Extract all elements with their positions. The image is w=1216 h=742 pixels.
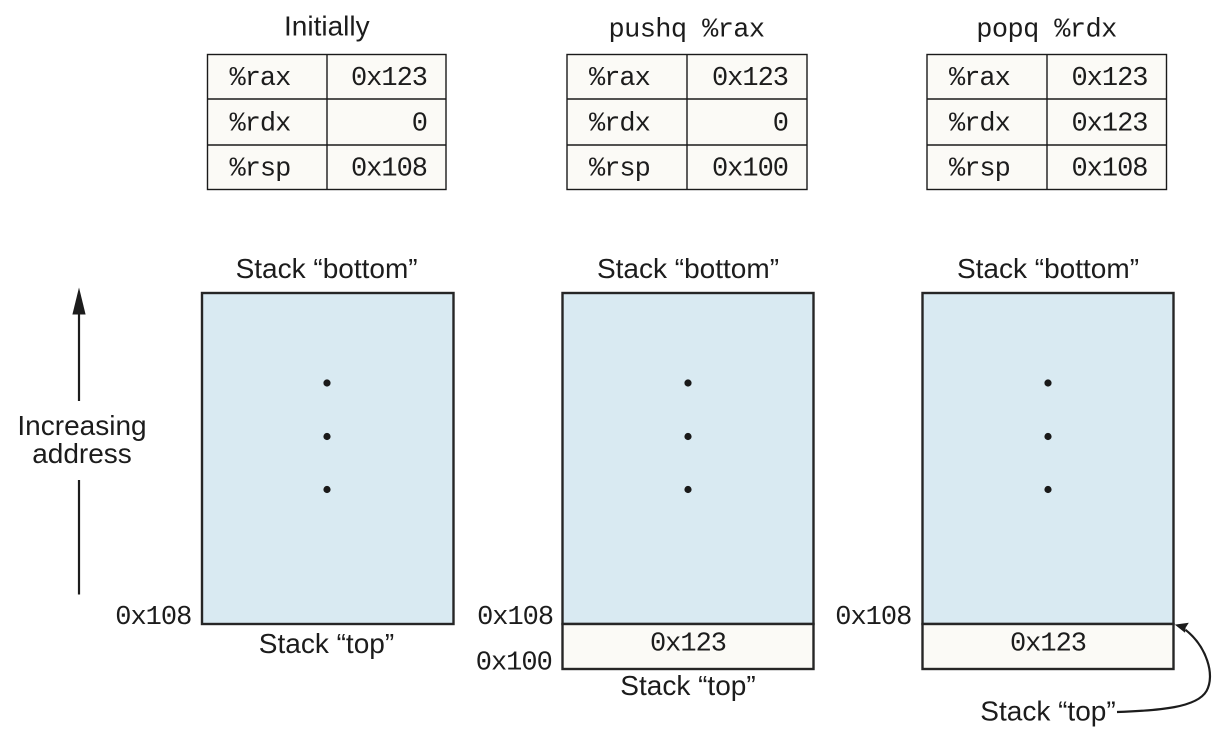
svg-text:popq %rdx: popq %rdx <box>976 15 1116 45</box>
svg-text:%rdx: %rdx <box>949 110 1010 140</box>
svg-text:0x108: 0x108 <box>1071 155 1147 185</box>
svg-text:0x123: 0x123 <box>351 64 427 94</box>
svg-text:0x108: 0x108 <box>115 603 191 633</box>
svg-text:0x123: 0x123 <box>1071 64 1147 94</box>
svg-text:0x123: 0x123 <box>650 630 726 660</box>
svg-text:0x108: 0x108 <box>477 603 553 633</box>
svg-text:0x100: 0x100 <box>712 155 788 185</box>
svg-text:0x123: 0x123 <box>1071 110 1147 140</box>
svg-text:0x108: 0x108 <box>351 155 427 185</box>
svg-text:0: 0 <box>412 110 427 140</box>
svg-text:0: 0 <box>773 110 788 140</box>
svg-text:%rax: %rax <box>949 64 1010 94</box>
svg-text:pushq %rax: pushq %rax <box>608 15 764 45</box>
svg-text:0x108: 0x108 <box>835 603 911 633</box>
svg-text:Increasing: Increasing <box>17 410 146 441</box>
svg-text:%rsp: %rsp <box>589 155 650 185</box>
svg-text:Stack “bottom”: Stack “bottom” <box>597 253 779 284</box>
svg-text:%rax: %rax <box>230 64 291 94</box>
svg-text:%rsp: %rsp <box>949 155 1010 185</box>
svg-text:%rdx: %rdx <box>230 110 291 140</box>
svg-text:%rax: %rax <box>589 64 650 94</box>
svg-text:0x100: 0x100 <box>476 649 552 679</box>
svg-text:0x123: 0x123 <box>712 64 788 94</box>
svg-text:%rsp: %rsp <box>230 155 291 185</box>
svg-text:Stack “bottom”: Stack “bottom” <box>236 253 418 284</box>
svg-text:Initially: Initially <box>284 11 370 42</box>
svg-text:Stack “top”: Stack “top” <box>620 670 755 701</box>
svg-text:Stack “bottom”: Stack “bottom” <box>957 253 1139 284</box>
svg-text:address: address <box>32 438 132 469</box>
svg-text:0x123: 0x123 <box>1010 630 1086 660</box>
svg-text:Stack “top”: Stack “top” <box>259 628 394 659</box>
svg-text:Stack “top”: Stack “top” <box>980 696 1115 727</box>
svg-text:%rdx: %rdx <box>589 110 650 140</box>
